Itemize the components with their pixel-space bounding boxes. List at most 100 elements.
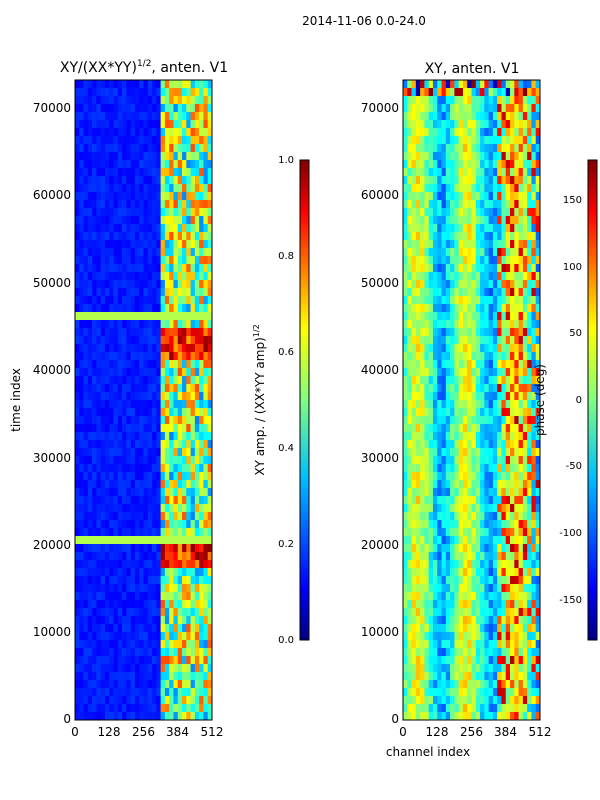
- amp-heatmap-cell: [109, 368, 114, 377]
- amp-heatmap-cell: [173, 216, 179, 225]
- amp-heatmap-cell: [87, 392, 93, 401]
- phase-heatmap-cell: [522, 144, 528, 153]
- phase-heatmap-cell: [527, 352, 532, 361]
- amp-heatmap-cell: [156, 104, 161, 113]
- phase-heatmap-cell: [531, 304, 537, 313]
- amp-heatmap-cell: [113, 536, 119, 545]
- phase-heatmap-cell: [428, 592, 434, 601]
- amp-heatmap-cell: [92, 384, 97, 393]
- amp-heatmap-cell: [96, 464, 101, 473]
- amp-heatmap-cell: [177, 304, 183, 313]
- phase-heatmap-cell: [428, 528, 434, 537]
- phase-heatmap-cell: [535, 488, 541, 497]
- phase-heatmap-cell: [510, 336, 515, 345]
- phase-heatmap-cell: [441, 592, 447, 601]
- phase-heatmap-cell: [475, 328, 481, 337]
- phase-heatmap-cell: [411, 512, 417, 521]
- amp-heatmap-cell: [143, 416, 149, 425]
- amp-heatmap-cell: [109, 584, 114, 593]
- amp-heatmap-cell: [104, 312, 110, 321]
- phase-heatmap-cell: [475, 464, 481, 473]
- phase-heatmap-cell: [531, 544, 537, 553]
- amp-heatmap-cell: [156, 448, 161, 457]
- phase-heatmap-cell: [411, 448, 417, 457]
- amp-heatmap-cell: [139, 248, 144, 257]
- amp-heatmap-cell: [79, 160, 84, 169]
- amp-heatmap-cell: [109, 448, 114, 457]
- phase-heatmap-cell: [488, 184, 494, 193]
- amp-heatmap-cell: [100, 160, 106, 169]
- phase-heatmap-cell: [407, 664, 412, 673]
- phase-heatmap-cell: [415, 680, 421, 689]
- amp-heatmap-cell: [79, 664, 84, 673]
- phase-heatmap-cell: [458, 544, 464, 553]
- phase-heatmap-cell: [527, 472, 532, 481]
- phase-heatmap-cell: [420, 384, 425, 393]
- phase-heatmap-cell: [518, 360, 524, 369]
- amp-heatmap-cell: [173, 184, 179, 193]
- amp-heatmap-cell: [160, 296, 166, 305]
- amp-heatmap-cell: [147, 504, 153, 513]
- phase-heatmap-cell: [432, 184, 438, 193]
- amp-heatmap-cell: [122, 640, 127, 649]
- phase-heatmap-cell: [518, 600, 524, 609]
- amp-heatmap-cell: [190, 528, 196, 537]
- phase-heatmap-cell: [424, 600, 429, 609]
- amp-heatmap-cell: [152, 392, 157, 401]
- amp-heatmap-cell: [203, 616, 209, 625]
- phase-heatmap-cell: [415, 536, 421, 545]
- amp-heatmap-cell: [122, 680, 127, 689]
- amp-heatmap-cell: [164, 712, 170, 721]
- phase-heatmap-cell: [497, 144, 502, 153]
- amp-heatmap-cell: [134, 216, 140, 225]
- phase-heatmap-cell: [407, 656, 412, 665]
- phase-heatmap-cell: [527, 600, 532, 609]
- phase-heatmap-cell: [475, 424, 481, 433]
- amp-heatmap-cell: [199, 160, 204, 169]
- phase-heatmap-cell: [437, 88, 442, 97]
- phase-heatmap-cell: [411, 296, 417, 305]
- phase-heatmap-cell: [480, 512, 485, 521]
- amp-heatmap-cell: [152, 408, 157, 417]
- phase-heatmap-cell: [488, 288, 494, 297]
- phase-heatmap-cell: [424, 656, 429, 665]
- amp-heatmap-cell: [199, 200, 204, 209]
- amp-heatmap-cell: [130, 344, 136, 353]
- phase-heatmap-cell: [501, 104, 507, 113]
- amp-heatmap-cell: [139, 600, 144, 609]
- phase-heatmap-cell: [535, 232, 541, 241]
- phase-heatmap-cell: [415, 312, 421, 321]
- phase-heatmap-cell: [437, 248, 442, 257]
- amp-heatmap-cell: [96, 576, 101, 585]
- amp-heatmap-cell: [147, 608, 153, 617]
- phase-heatmap-cell: [445, 320, 451, 329]
- amp-heatmap-cell: [199, 600, 204, 609]
- phase-heatmap-cell: [522, 280, 528, 289]
- amp-heatmap-cell: [104, 88, 110, 97]
- amp-heatmap-cell: [83, 368, 89, 377]
- amp-heatmap-cell: [92, 624, 97, 633]
- phase-heatmap-cell: [403, 488, 408, 497]
- amp-heatmap-cell: [186, 88, 191, 97]
- amp-heatmap-cell: [190, 128, 196, 137]
- phase-heatmap-cell: [522, 536, 528, 545]
- amp-heatmap-cell: [126, 184, 131, 193]
- amp-heatmap-cell: [113, 592, 119, 601]
- phase-heatmap-cell: [518, 384, 524, 393]
- amp-heatmap-cell: [134, 648, 140, 657]
- phase-heatmap-cell: [428, 296, 434, 305]
- amp-heatmap-cell: [75, 600, 80, 609]
- amp-heatmap-cell: [130, 160, 136, 169]
- amp-heatmap-cell: [143, 448, 149, 457]
- phase-heatmap-cell: [441, 472, 447, 481]
- amp-heatmap-cell: [143, 144, 149, 153]
- amp-heatmap-cell: [207, 80, 213, 89]
- phase-heatmap-cell: [475, 336, 481, 345]
- amp-heatmap-cell: [147, 672, 153, 681]
- phase-heatmap-cell: [403, 144, 408, 153]
- amp-heatmap-cell: [164, 704, 170, 713]
- phase-heatmap-cell: [458, 400, 464, 409]
- amp-heatmap-cell: [186, 584, 191, 593]
- amp-heatmap-cell: [186, 592, 191, 601]
- phase-heatmap-cell: [475, 120, 481, 129]
